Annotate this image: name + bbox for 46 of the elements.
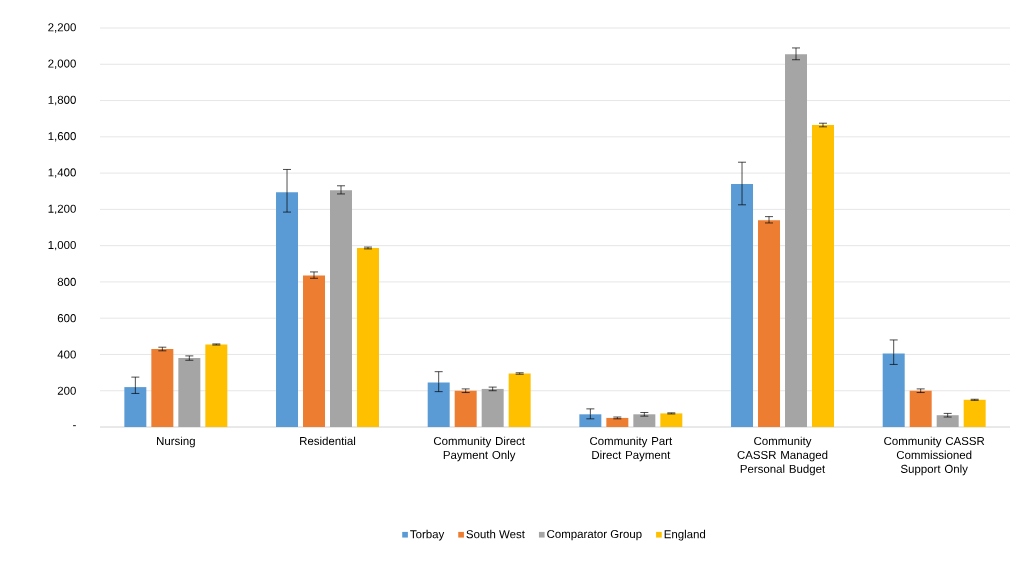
bar xyxy=(303,275,325,427)
bar xyxy=(936,415,959,427)
y-tick-label: 200 xyxy=(57,386,76,395)
bar xyxy=(812,125,834,427)
bar xyxy=(579,414,602,427)
bar xyxy=(124,387,147,427)
bar xyxy=(427,382,450,427)
bar xyxy=(178,358,201,427)
bar xyxy=(330,190,352,427)
y-tick-label: 1,600 xyxy=(48,132,76,142)
y-tick-label: 1,200 xyxy=(48,204,76,215)
x-tick-label: Nursing xyxy=(157,436,195,448)
x-tick-label: Residential xyxy=(300,436,356,446)
bar xyxy=(151,349,174,427)
y-tick-label: 1,400 xyxy=(48,168,76,178)
legend-label: South West xyxy=(466,529,525,539)
bar xyxy=(606,417,629,427)
y-tick-label: 1,000 xyxy=(48,240,76,251)
bar xyxy=(731,183,754,427)
x-tick-label: Community Part Direct Payment xyxy=(590,436,673,462)
bar xyxy=(454,390,477,427)
legend-label: England xyxy=(664,529,706,541)
bar xyxy=(508,373,531,427)
bar xyxy=(205,344,228,427)
bar xyxy=(633,414,656,427)
legend-label: Torbay xyxy=(410,529,445,541)
bar xyxy=(481,388,504,427)
legend-label: Comparator Group xyxy=(547,529,642,541)
bar xyxy=(276,192,299,427)
x-tick-label: Community Direct Payment Only xyxy=(433,436,525,462)
bar xyxy=(785,54,807,427)
y-tick-label: - xyxy=(73,425,76,427)
y-tick-label: 2,200 xyxy=(48,23,76,33)
bar xyxy=(357,247,379,427)
y-tick-label: 2,000 xyxy=(48,59,76,69)
y-tick-label: 400 xyxy=(57,350,76,359)
y-tick-label: 800 xyxy=(57,277,76,286)
bar xyxy=(882,353,905,427)
bar xyxy=(909,390,932,427)
y-tick-label: 1,800 xyxy=(48,95,76,106)
bar xyxy=(660,413,683,427)
x-tick-label: Community CASSR Commissioned Support Only xyxy=(884,436,985,476)
bar xyxy=(758,220,781,427)
x-tick-label: Community CASSR Managed Personal Budget xyxy=(737,436,828,476)
bar xyxy=(963,399,986,427)
y-tick-label: 600 xyxy=(57,314,76,323)
